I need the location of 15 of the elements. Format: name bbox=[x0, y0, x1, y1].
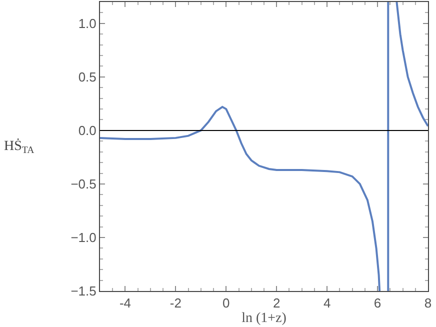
x-tick-label: 8 bbox=[424, 296, 432, 311]
y-tick-label: 0.5 bbox=[78, 69, 96, 84]
x-tick-label: 2 bbox=[273, 296, 280, 311]
x-tick-label: 4 bbox=[323, 296, 331, 311]
y-tick-label: −1.0 bbox=[70, 230, 96, 246]
y-tick-label: 1.0 bbox=[78, 16, 96, 31]
x-tick-label: 6 bbox=[374, 296, 382, 311]
y-tick-label: −0.5 bbox=[70, 176, 96, 192]
x-tick-label: -4 bbox=[119, 296, 132, 311]
y-tick-label: −1.5 bbox=[70, 284, 96, 299]
y-axis-title: HṠ$_{TA}$ bbox=[4, 138, 34, 156]
y-tick-label: 0.0 bbox=[78, 122, 96, 138]
x-tick-label: -2 bbox=[170, 296, 182, 311]
x-tick-label: 0 bbox=[222, 296, 230, 311]
x-axis-title: ln (1+z) bbox=[242, 310, 287, 326]
